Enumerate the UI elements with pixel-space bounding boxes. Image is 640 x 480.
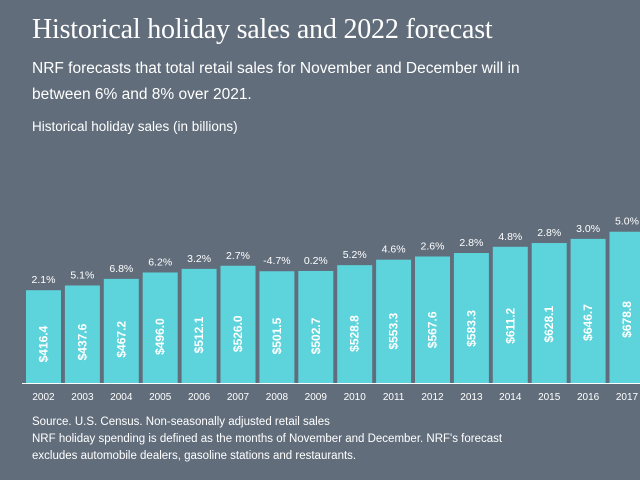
value-label-2017: $678.8	[620, 301, 634, 338]
growth-label-2017: 5.0%	[615, 216, 639, 228]
bar-2004	[103, 278, 139, 383]
bar-2014	[492, 246, 528, 383]
x-tick-2004: 2004	[110, 392, 133, 403]
value-label-2003: $437.6	[75, 323, 89, 360]
growth-label-2015: 2.8%	[537, 227, 561, 239]
x-tick-2015: 2015	[538, 392, 561, 403]
bar-2008	[259, 271, 295, 383]
bar-2009	[298, 270, 334, 383]
x-tick-2003: 2003	[71, 392, 94, 403]
value-label-2007: $526.0	[231, 315, 245, 352]
chart-footer: Source. U.S. Census. Non-seasonally adju…	[32, 414, 632, 465]
x-tick-2012: 2012	[421, 392, 444, 403]
subtitle-line-1: NRF forecasts that total retail sales fo…	[32, 60, 520, 77]
bar-2007	[220, 265, 256, 383]
chart-subtitle: NRF forecasts that total retail sales fo…	[32, 56, 632, 108]
value-label-2014: $611.2	[503, 307, 517, 343]
x-tick-2008: 2008	[266, 392, 289, 403]
value-label-2015: $628.1	[542, 306, 556, 343]
growth-label-2011: 4.6%	[382, 244, 406, 256]
x-tick-2005: 2005	[149, 392, 172, 403]
growth-label-2002: 2.1%	[32, 274, 56, 286]
bar-2013	[453, 253, 489, 383]
value-label-2011: $553.3	[387, 313, 401, 350]
bar-2017	[609, 231, 640, 383]
growth-label-2009: 0.2%	[304, 255, 328, 267]
chart-axis-caption: Historical holiday sales (in billions)	[32, 119, 238, 134]
x-tick-2013: 2013	[460, 392, 483, 403]
growth-label-2003: 5.1%	[70, 269, 94, 281]
bar-2010	[337, 265, 373, 383]
growth-label-2006: 3.2%	[187, 253, 211, 265]
definition-note-line-2: excludes automobile dealers, gasoline st…	[32, 450, 357, 462]
value-label-2004: $467.2	[114, 321, 128, 358]
source-note: Source. U.S. Census. Non-seasonally adju…	[32, 416, 330, 428]
bar-2016	[570, 238, 606, 383]
bar-2011	[376, 259, 412, 383]
chart-title: Historical holiday sales and 2022 foreca…	[32, 14, 493, 45]
value-label-2006: $512.1	[192, 316, 206, 353]
growth-label-2004: 6.8%	[109, 263, 133, 275]
growth-label-2010: 5.2%	[343, 249, 367, 261]
growth-label-2014: 4.8%	[498, 231, 522, 243]
value-label-2012: $567.6	[426, 311, 440, 348]
x-tick-2014: 2014	[499, 392, 522, 403]
x-tick-2007: 2007	[227, 392, 250, 403]
bar-2015	[531, 243, 567, 383]
growth-label-2013: 2.8%	[459, 237, 483, 249]
growth-label-2016: 3.0%	[576, 223, 600, 235]
value-label-2013: $583.3	[464, 310, 478, 347]
bar-2002	[26, 290, 61, 383]
value-label-2009: $502.7	[309, 317, 323, 354]
x-tick-2017: 2017	[616, 392, 639, 403]
value-label-2005: $496.0	[153, 318, 167, 355]
bar-2005	[142, 272, 178, 383]
value-label-2016: $646.7	[581, 304, 595, 341]
value-label-2008: $501.5	[270, 317, 284, 354]
growth-label-2005: 6.2%	[148, 256, 172, 268]
x-tick-2002: 2002	[32, 392, 55, 403]
value-label-2002: $416.4	[37, 325, 51, 362]
growth-label-2012: 2.6%	[421, 241, 445, 253]
x-tick-2009: 2009	[305, 392, 328, 403]
bar-2003	[64, 285, 100, 383]
x-tick-2006: 2006	[188, 392, 211, 403]
x-tick-2010: 2010	[344, 392, 367, 403]
definition-note-line-1: NRF holiday spending is defined as the m…	[32, 433, 503, 445]
x-tick-2016: 2016	[577, 392, 600, 403]
bar-2012	[415, 256, 450, 383]
growth-label-2008: -4.7%	[263, 255, 290, 267]
subtitle-line-2: between 6% and 8% over 2021.	[32, 86, 252, 103]
value-label-2010: $528.8	[348, 315, 362, 352]
x-tick-2011: 2011	[383, 392, 405, 403]
bar-2006	[181, 268, 217, 383]
growth-label-2007: 2.7%	[226, 250, 250, 262]
